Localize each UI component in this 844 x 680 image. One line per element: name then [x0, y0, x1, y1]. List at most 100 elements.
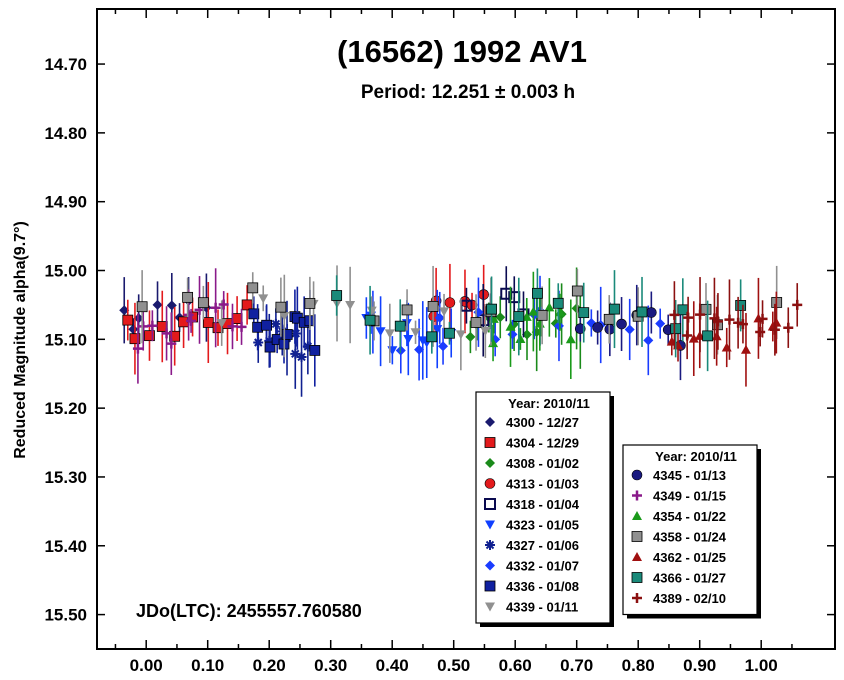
data-point	[129, 333, 141, 345]
legend-title: Year: 2010/11	[508, 396, 590, 411]
legend-entry: 4345 - 01/13	[653, 468, 726, 483]
data-point	[513, 311, 525, 322]
legend-box-2: Year: 2010/11 4345 - 01/13 4349 - 01/15 435…	[622, 444, 761, 619]
y-tick-label: 14.80	[44, 124, 87, 143]
data-point	[144, 330, 155, 342]
data-point	[247, 282, 259, 294]
legend-marker	[485, 560, 495, 571]
data-point	[216, 319, 227, 329]
data-point	[655, 318, 666, 329]
data-point	[733, 317, 744, 328]
data-point	[290, 328, 301, 339]
chart-title: (16562) 1992 AV1	[337, 34, 587, 69]
data-point	[609, 303, 620, 315]
data-point	[532, 287, 543, 299]
data-point	[677, 304, 689, 316]
legend-marker	[485, 602, 495, 612]
data-point	[122, 314, 134, 326]
legend-entry: 4389 - 02/10	[653, 591, 726, 606]
legend-frame	[622, 444, 758, 616]
data-point	[735, 300, 747, 311]
data-point	[236, 321, 247, 332]
legend-marker	[485, 540, 495, 550]
data-point	[465, 331, 476, 342]
data-point	[410, 328, 421, 338]
legend-entry: 4313 - 01/03	[506, 477, 579, 492]
data-point	[444, 327, 455, 339]
x-tick-label: 0.00	[130, 656, 163, 675]
data-point	[218, 299, 229, 310]
data-point	[444, 297, 456, 308]
data-point	[264, 341, 276, 353]
legend-marker	[485, 417, 495, 427]
data-point	[202, 317, 214, 328]
legend-box-1: Year: 2010/11 4300 - 12/27 4304 - 12/29 430…	[475, 391, 614, 627]
x-tick-label: 0.60	[499, 656, 532, 675]
jd-annotation: JDo(LTC): 2455557.760580	[136, 601, 362, 621]
data-point	[571, 285, 583, 297]
data-point	[147, 320, 158, 331]
data-point	[403, 335, 414, 345]
data-point	[281, 329, 293, 340]
data-point	[771, 317, 782, 327]
data-point	[427, 301, 439, 312]
legend-entry: 4323 - 01/05	[506, 518, 579, 533]
data-point	[169, 330, 181, 342]
legend-entry: 4366 - 01/27	[653, 571, 726, 586]
data-point	[670, 323, 682, 335]
data-point	[515, 333, 526, 343]
data-point	[695, 309, 706, 320]
data-point	[302, 341, 313, 352]
data-point	[574, 323, 586, 335]
data-point	[544, 302, 555, 312]
legend-marker	[484, 478, 496, 489]
data-point	[636, 306, 648, 318]
legend-entry: 4339 - 01/11	[506, 600, 578, 615]
data-point	[227, 321, 238, 332]
x-tick-label: 0.20	[253, 656, 286, 675]
y-tick-label: 15.50	[44, 606, 87, 625]
legend-frame	[475, 391, 611, 624]
data-point	[210, 302, 221, 313]
data-point	[270, 318, 281, 329]
data-points	[119, 263, 803, 397]
data-point	[152, 299, 163, 310]
data-point	[375, 327, 386, 337]
data-point	[507, 329, 518, 340]
data-point	[724, 314, 735, 325]
data-point	[197, 297, 209, 309]
y-tick-label: 15.40	[44, 537, 87, 556]
data-point	[186, 315, 197, 326]
chart-subtitle: Period: 12.251 ± 0.003 h	[361, 82, 575, 103]
data-point	[345, 301, 356, 311]
legend-marker	[485, 458, 495, 468]
data-point	[528, 306, 539, 316]
axis-ticks: 14.70 14.80 14.90 15.00 15.10 15.20 15.30 15.40…	[44, 9, 835, 675]
data-point	[792, 299, 803, 310]
data-point	[505, 321, 516, 331]
data-point	[394, 320, 406, 332]
data-point	[552, 297, 564, 309]
data-point	[616, 318, 627, 330]
data-point	[470, 317, 482, 328]
legend-entry: 4354 - 01/22	[653, 509, 726, 524]
data-point	[166, 338, 177, 349]
legend-marker	[485, 520, 495, 530]
x-tick-label: 0.80	[622, 656, 655, 675]
legend-title: Year: 2010/11	[655, 449, 737, 464]
data-point	[688, 333, 699, 343]
data-point	[480, 327, 491, 337]
data-point	[296, 351, 307, 362]
data-point	[132, 343, 143, 354]
data-point	[426, 331, 438, 343]
x-tick-label: 0.70	[560, 656, 593, 675]
data-point	[757, 313, 768, 324]
legend-entry: 4300 - 12/27	[506, 415, 579, 430]
data-point	[603, 313, 615, 325]
data-point	[495, 312, 506, 323]
data-point	[683, 312, 694, 323]
data-point	[486, 303, 497, 315]
data-point	[755, 327, 766, 338]
legend-marker	[632, 490, 642, 501]
